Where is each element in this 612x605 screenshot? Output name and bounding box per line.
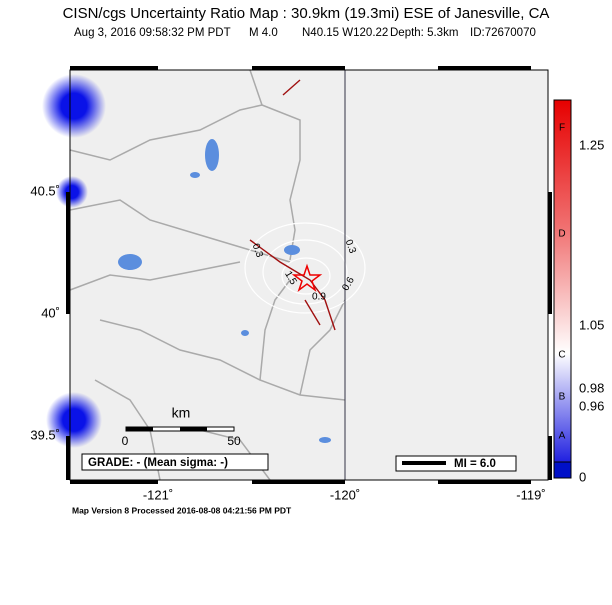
frame-ticks xyxy=(66,66,552,484)
colorbar-value: 0.98 xyxy=(579,380,604,395)
epicenter xyxy=(291,263,323,293)
colorbar-values: 1.25 1.05 0.98 0.96 0 xyxy=(579,137,604,484)
depth: Depth: 5.3km xyxy=(390,27,458,39)
grade-letter: B xyxy=(559,392,566,403)
land xyxy=(70,70,548,480)
grade-box xyxy=(81,453,269,471)
lon-labels: -121˚ -120˚ -119˚ xyxy=(143,487,546,502)
fault xyxy=(249,239,336,331)
colorbar-value: 1.25 xyxy=(579,137,604,152)
lat-label: 39.5˚ xyxy=(30,427,60,442)
lat-labels: 40.5˚ 40˚ 39.5˚ xyxy=(30,183,60,442)
legend-box xyxy=(395,455,517,472)
event-id: ID:72670070 xyxy=(470,27,536,39)
station-halo xyxy=(42,74,106,138)
map: 0.3 0.3 0.6 0.9 1.5 km 0 50 GRADE: - (Me… xyxy=(30,66,552,502)
colorbar-value: 0.96 xyxy=(579,398,604,413)
station-halo xyxy=(56,176,88,208)
magnitude: M 4.0 xyxy=(249,27,278,39)
contour-label: 0.3 xyxy=(343,238,358,255)
title: CISN/cgs Uncertainty Ratio Map : 30.9km … xyxy=(63,5,550,22)
scale-bar: km 0 50 xyxy=(122,405,241,448)
colorbar-value: 1.05 xyxy=(579,317,604,332)
lat-label: 40.5˚ xyxy=(30,183,60,198)
grade-letter: A xyxy=(559,431,566,442)
lon-label: -121˚ xyxy=(143,487,173,502)
location: N40.15 W120.22 xyxy=(302,27,388,39)
lat-label: 40˚ xyxy=(41,305,60,320)
legend-label: MI = 6.0 xyxy=(454,458,496,470)
fault xyxy=(304,299,321,326)
lon-label: -119˚ xyxy=(516,487,545,502)
grade-letter: C xyxy=(558,350,565,361)
event-info: Aug 3, 2016 09:58:32 PM PDT M 4.0 N40.15… xyxy=(74,27,536,39)
station-halo xyxy=(46,392,102,448)
scale-start: 0 xyxy=(122,434,129,448)
grade-letter: F xyxy=(559,123,565,134)
fault xyxy=(282,79,301,96)
colorbar-value: 0 xyxy=(579,469,586,484)
colorbar-min xyxy=(553,461,572,479)
lakes xyxy=(118,139,331,443)
event-time: Aug 3, 2016 09:58:32 PM PDT xyxy=(74,27,231,39)
colorbar: 1.25 1.05 0.98 0.96 0 F D C B A xyxy=(553,99,604,484)
colorbar-grades: F D C B A xyxy=(558,123,565,442)
footer: Map Version 8 Processed 2016-08-08 04:21… xyxy=(72,505,292,515)
grade: GRADE: - (Mean sigma: -) xyxy=(88,457,228,469)
colorbar-ramp xyxy=(553,99,572,463)
scale-end: 50 xyxy=(227,434,241,448)
contours xyxy=(244,222,366,314)
lon-label: -120˚ xyxy=(330,487,360,502)
contour-label: 0.9 xyxy=(312,292,326,303)
contour-label: 0.3 xyxy=(250,242,265,259)
scale-unit: km xyxy=(172,405,191,421)
grade-letter: D xyxy=(558,229,565,240)
